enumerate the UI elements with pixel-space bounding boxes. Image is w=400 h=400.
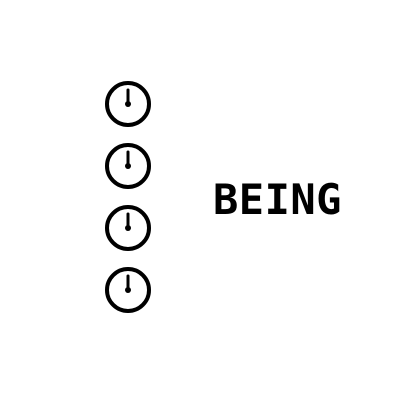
stopwatch-icon [104,142,152,190]
stopwatch-icon [104,80,152,128]
stopwatch-icon [104,204,152,252]
icon-column [104,80,152,316]
stopwatch-icon [104,266,152,314]
word-label: BEING [213,175,342,224]
